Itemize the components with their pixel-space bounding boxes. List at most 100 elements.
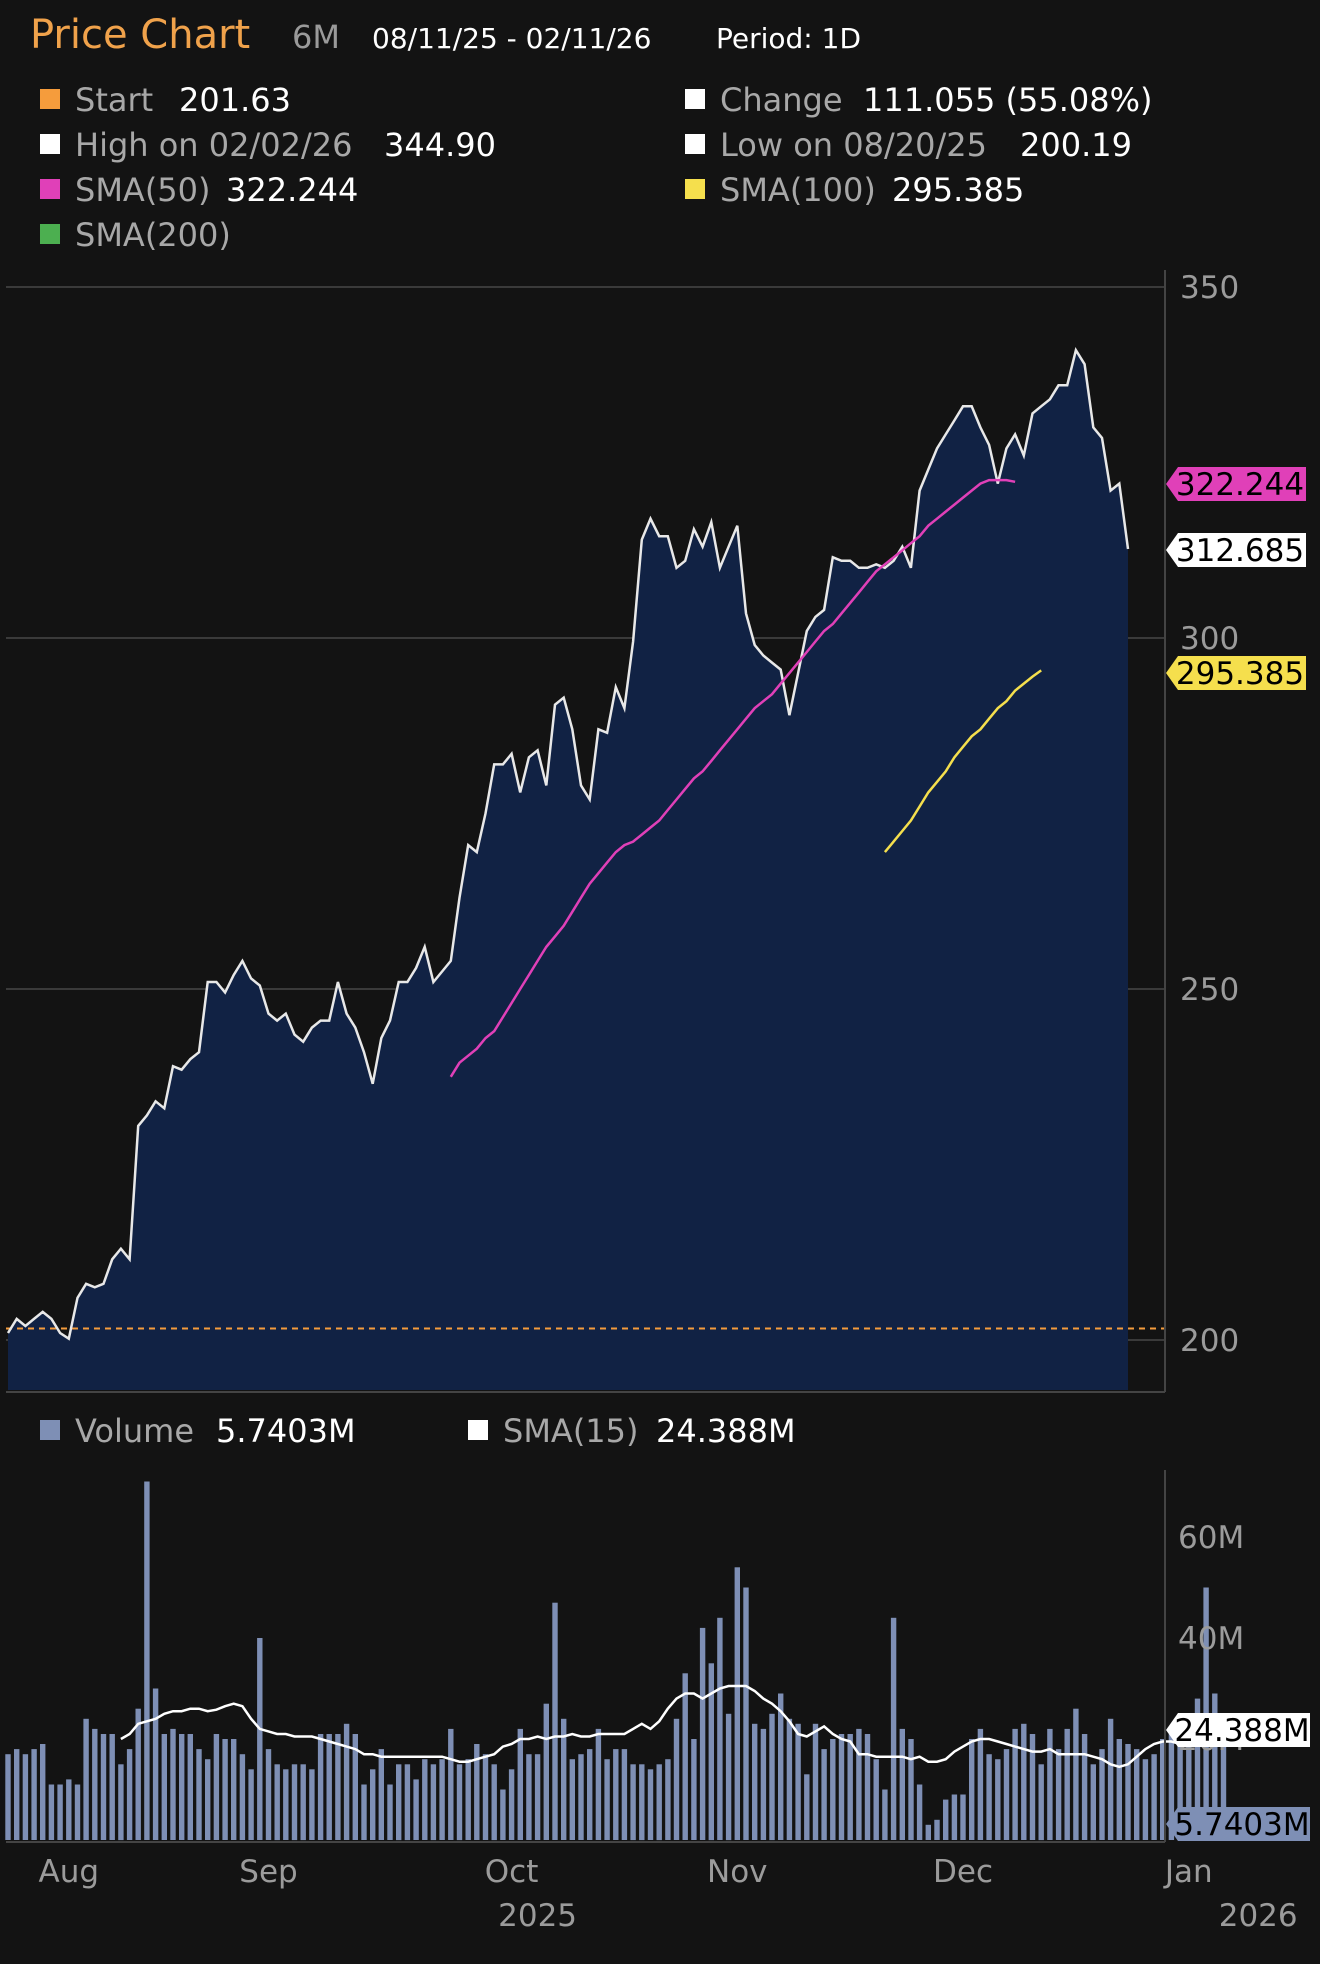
volume-bar <box>1125 1744 1131 1840</box>
volume-bar <box>31 1749 37 1840</box>
volume-bar <box>943 1799 949 1840</box>
legend-value-vol-sma15: 24.388M <box>656 1412 796 1450</box>
volume-y-tick: 40M <box>1178 1621 1244 1657</box>
volume-bar <box>1038 1764 1044 1841</box>
legend-swatch-volume <box>40 1420 60 1440</box>
volume-bar <box>682 1673 688 1840</box>
volume-bar <box>691 1739 697 1840</box>
period-label[interactable]: Period: 1D <box>716 22 861 55</box>
volume-tag: 5.7403M <box>1166 1807 1310 1843</box>
volume-bar <box>821 1749 827 1840</box>
volume-bar <box>890 1617 897 1840</box>
volume-bar <box>1186 1728 1192 1840</box>
volume-bar <box>66 1779 72 1840</box>
volume-bar <box>265 1749 272 1840</box>
vol-sma-tag-label: 24.388M <box>1174 1713 1309 1749</box>
volume-bar <box>543 1703 549 1840</box>
volume-bar <box>561 1718 567 1840</box>
legend-value-start: 201.63 <box>179 81 291 119</box>
volume-bar <box>361 1784 367 1840</box>
legend-swatch-vol-sma15 <box>468 1420 488 1440</box>
chart-title: Price Chart <box>30 12 250 58</box>
volume-bar <box>986 1754 992 1840</box>
volume-bar <box>387 1784 393 1840</box>
volume-bar <box>517 1728 523 1840</box>
volume-bar <box>135 1708 141 1840</box>
volume-bar <box>778 1693 784 1840</box>
volume-bar <box>126 1749 133 1840</box>
legend-label-change: Change <box>720 81 843 119</box>
volume-bar <box>786 1718 793 1840</box>
volume-bar <box>1047 1728 1053 1840</box>
volume-bar <box>1116 1739 1122 1840</box>
volume-bar <box>595 1728 602 1840</box>
volume-bar <box>847 1734 853 1840</box>
volume-bar <box>1177 1728 1183 1840</box>
volume-bar <box>456 1764 463 1841</box>
volume-bar <box>587 1749 593 1840</box>
x-tick-label: Jan <box>1163 1854 1213 1890</box>
price-y-tick: 250 <box>1180 972 1239 1008</box>
legend-label-sma100: SMA(100) <box>720 171 876 209</box>
volume-bar <box>144 1481 150 1840</box>
volume-bar <box>630 1764 636 1841</box>
legend: Start 201.63 Change 111.055 (55.08%) Hig… <box>40 81 1152 254</box>
volume-bar <box>1142 1759 1149 1840</box>
volume-bar <box>916 1784 923 1840</box>
legend-value-volume: 5.7403M <box>216 1412 356 1450</box>
volume-bar <box>760 1728 767 1840</box>
price-tag: 312.685 <box>1166 533 1306 569</box>
volume-bar <box>14 1749 20 1840</box>
legend-label-volume: Volume <box>75 1412 194 1450</box>
volume-bar <box>1090 1764 1096 1841</box>
volume-bar <box>152 1688 159 1840</box>
volume-bar <box>804 1774 810 1840</box>
x-tick-label: Oct <box>485 1854 539 1890</box>
volume-bar <box>838 1734 845 1840</box>
volume-bar <box>795 1723 801 1840</box>
volume-bar <box>882 1789 888 1840</box>
volume-bar <box>161 1734 167 1840</box>
volume-bar <box>335 1734 341 1840</box>
price-y-tick: 350 <box>1180 270 1239 306</box>
volume-bar <box>812 1723 819 1840</box>
volume-bar <box>1081 1734 1088 1840</box>
volume-bar <box>83 1718 89 1840</box>
vol-sma-tag: 24.388M <box>1166 1713 1310 1749</box>
volume-bar <box>1073 1708 1079 1840</box>
volume-bar <box>578 1754 584 1840</box>
volume-bar <box>430 1764 437 1841</box>
price-tag-label: 312.685 <box>1176 533 1304 569</box>
volume-legend: Volume 5.7403M SMA(15) 24.388M <box>40 1412 796 1450</box>
volume-bar <box>404 1764 411 1841</box>
volume-bar <box>508 1769 515 1840</box>
volume-bar <box>934 1819 940 1840</box>
volume-bar <box>534 1754 541 1840</box>
volume-bar <box>734 1567 740 1840</box>
volume-bar <box>422 1759 428 1840</box>
legend-value-sma50: 322.244 <box>226 171 358 209</box>
price-y-tick: 200 <box>1180 1323 1239 1359</box>
volume-bar <box>118 1764 124 1841</box>
x-tick-label: Nov <box>707 1854 768 1890</box>
volume-bar <box>248 1769 254 1840</box>
sma50-line <box>449 478 1016 1078</box>
volume-bar <box>48 1784 55 1840</box>
volume-bar <box>1151 1754 1157 1840</box>
x-year-label: 2026 <box>1219 1898 1298 1934</box>
legend-label-low: Low on 08/20/25 <box>720 126 987 164</box>
volume-bar <box>326 1734 332 1840</box>
volume-bar <box>343 1723 350 1840</box>
volume-bar <box>378 1749 384 1840</box>
range-selector[interactable]: 6M <box>292 18 340 56</box>
volume-bar <box>283 1769 289 1840</box>
volume-bar <box>951 1794 958 1840</box>
volume-bar <box>830 1739 836 1840</box>
volume-bar <box>222 1739 228 1840</box>
x-year-label: 2025 <box>498 1898 577 1934</box>
volume-bar <box>1168 1734 1175 1840</box>
volume-bar <box>257 1638 263 1840</box>
volume-sma-line <box>120 1684 1285 1769</box>
volume-bar <box>352 1734 358 1840</box>
volume-bar <box>109 1734 115 1840</box>
